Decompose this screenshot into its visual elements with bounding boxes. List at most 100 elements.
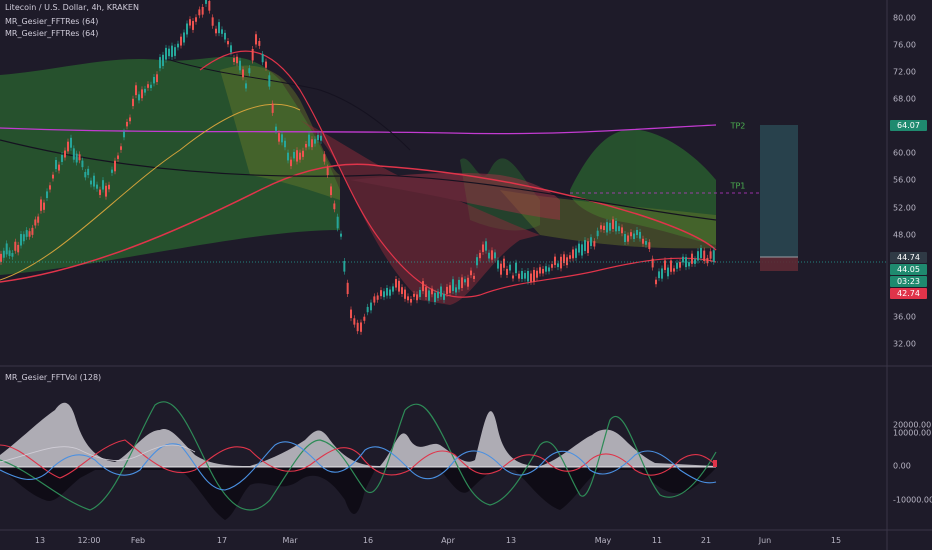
red-mid-line: [0, 163, 717, 283]
time-tick: Mar: [282, 536, 298, 545]
candle-body: [509, 264, 511, 271]
candle-body: [633, 233, 635, 239]
candle-body: [37, 216, 40, 223]
time-tick: 15: [830, 536, 842, 545]
candle-body: [673, 268, 675, 272]
candle-body: [233, 58, 235, 63]
candle-body: [25, 230, 28, 237]
candle-body: [296, 150, 298, 162]
candle-body: [224, 32, 226, 40]
candle-body: [120, 146, 122, 150]
candle-body: [422, 281, 424, 292]
candle-body: [443, 293, 445, 300]
candle-body: [141, 89, 143, 99]
candle-body: [575, 248, 577, 258]
price-tick: 80.00: [893, 13, 916, 23]
candle-body: [201, 6, 204, 15]
candle-body: [624, 234, 626, 243]
candle-body: [593, 241, 596, 247]
candle-body: [386, 287, 388, 296]
candle-body: [171, 45, 173, 57]
candle-body: [111, 169, 113, 173]
candle-body: [566, 257, 568, 266]
candle-body: [58, 164, 60, 171]
candle-body: [49, 185, 51, 190]
candle-body: [343, 260, 346, 272]
candle-body: [524, 272, 526, 279]
candle-body: [612, 219, 614, 229]
candle-body: [236, 56, 238, 64]
candle-body: [93, 175, 95, 187]
candle-body: [5, 243, 8, 255]
candle-body: [299, 152, 301, 160]
price-tick: 48.00: [893, 230, 916, 240]
candle-body: [563, 254, 565, 264]
target-zone-box[interactable]: [760, 125, 798, 257]
candle-body: [527, 270, 529, 282]
candle-body: [694, 259, 696, 264]
candle-body: [265, 61, 267, 68]
indicator-legend-1[interactable]: MR_Gesier_FFTRes (64): [5, 17, 99, 26]
candle-body: [437, 291, 439, 299]
symbol-legend[interactable]: Litecoin / U.S. Dollar, 4h, KRAKEN: [5, 3, 139, 12]
candle-body: [521, 271, 523, 280]
candle-body: [275, 126, 277, 131]
candle-body: [239, 60, 241, 71]
candle-body: [284, 140, 286, 148]
indicator-legend-vol[interactable]: MR_Gesier_FFTVol (128): [5, 373, 102, 382]
candle-body: [132, 98, 134, 107]
current-price-tag: 44.05: [890, 264, 927, 275]
candle-body: [208, 1, 211, 11]
price-tick: 76.00: [893, 40, 916, 50]
vol-last-bar: [713, 460, 717, 467]
candle-body: [192, 20, 194, 30]
candle-body: [230, 45, 232, 53]
candle-body: [467, 277, 469, 287]
candle-body: [642, 238, 644, 244]
stop-zone-box[interactable]: [760, 257, 798, 271]
candle-body: [129, 117, 131, 122]
candle-body: [52, 174, 54, 179]
candle-body: [308, 134, 310, 147]
candle-body: [615, 220, 617, 232]
candle-body: [503, 258, 505, 268]
candle-body: [600, 225, 602, 230]
indicator-legend-2[interactable]: MR_Gesier_FFTRes (64): [5, 29, 99, 38]
candle-body: [476, 257, 478, 266]
candle-body: [539, 267, 541, 274]
vol-gray-wave: [0, 444, 196, 463]
candle-body: [290, 159, 292, 167]
candle-body: [431, 288, 433, 295]
candle-body: [461, 277, 463, 288]
vol-green-wave: [0, 401, 717, 511]
candle-body: [99, 189, 101, 195]
candle-body: [67, 141, 69, 152]
candle-body: [251, 49, 254, 61]
time-tick: May: [594, 536, 612, 545]
candle-body: [512, 275, 514, 279]
candle-body: [20, 234, 22, 246]
candle-body: [360, 322, 362, 332]
candle-body: [147, 84, 149, 88]
candle-body: [691, 253, 693, 264]
candle-body: [174, 47, 176, 56]
candle-body: [227, 41, 229, 45]
red-fast-line: [199, 50, 717, 298]
candle-body: [96, 184, 98, 189]
candle-body: [494, 252, 496, 259]
candle-body: [449, 285, 451, 293]
candle-body: [639, 231, 641, 239]
black-fast-line: [169, 59, 411, 151]
candle-body: [603, 225, 605, 230]
candle-body: [287, 152, 289, 161]
candle-body: [28, 231, 31, 237]
candle-body: [78, 154, 81, 161]
vol-tick: 20000.00: [893, 420, 932, 430]
candle-body: [72, 148, 75, 160]
candle-body: [551, 264, 553, 268]
candle-body: [370, 302, 372, 311]
candle-body: [242, 69, 244, 78]
candle-body: [195, 17, 197, 22]
candle-body: [8, 250, 11, 256]
